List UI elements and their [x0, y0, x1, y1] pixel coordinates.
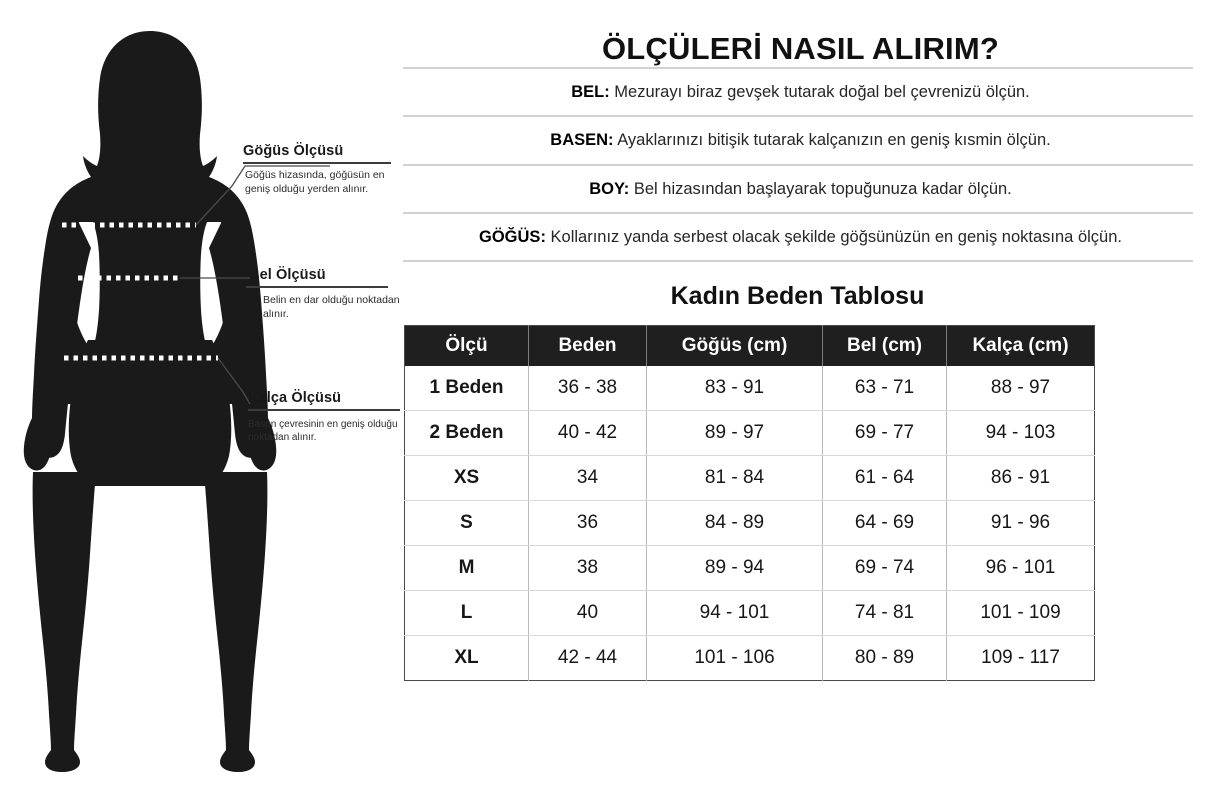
instruction-row: BASEN: Ayaklarınızı bitişik tutarak kalç… [403, 117, 1198, 163]
annotation-waist-rule [246, 286, 388, 288]
chest-leader-line [195, 165, 330, 226]
silhouette-final [23, 31, 277, 772]
table-row: XL 42 - 44 101 - 106 80 - 89 109 - 117 [404, 635, 1095, 681]
measurement-instructions: BEL: Mezurayı biraz gevşek tutarak doğal… [403, 67, 1198, 263]
annotation-chest-body: Göğüs hizasında, göğüsün en geniş olduğu… [245, 169, 385, 195]
table-row: XS 34 81 - 84 61 - 64 86 - 91 [404, 455, 1095, 502]
instruction-row: GÖĞÜS: Kollarınız yanda serbest olacak ş… [403, 214, 1198, 260]
table-column-header: Bel (cm) [822, 325, 947, 367]
table-cell: 89 - 97 [646, 410, 823, 457]
annotation-waist: Bel Ölçüsü Belin en dar olduğu noktadan … [246, 267, 400, 322]
table-cell: 84 - 89 [646, 500, 823, 547]
table-cell: 40 [528, 590, 647, 637]
table-cell: 101 - 109 [946, 590, 1095, 637]
table-cell: 69 - 74 [822, 545, 947, 592]
table-header-row: Ölçü Beden Göğüs (cm) Bel (cm) Kalça (cm) [404, 325, 1095, 367]
annotation-waist-body: Belin en dar olduğu noktadan alınır. [263, 294, 400, 320]
instruction-term: BASEN: [550, 131, 614, 150]
table-cell: 69 - 77 [822, 410, 947, 457]
instruction-row: BOY: Bel hizasından başlayarak topuğunuz… [403, 166, 1198, 212]
table-cell: 89 - 94 [646, 545, 823, 592]
table-cell: 86 - 91 [946, 455, 1095, 502]
table-cell: 36 [528, 500, 647, 547]
table-cell: 109 - 117 [981, 647, 1060, 669]
body-figure-panel [0, 0, 400, 791]
page-title: ÖLÇÜLERİ NASIL ALIRIM? [601, 31, 1000, 66]
table-head: Ölçü Beden Göğüs (cm) Bel (cm) Kalça (cm) [404, 325, 1095, 367]
table-cell: 64 - 69 [822, 500, 947, 547]
table-cell: 40 - 42 [528, 410, 647, 457]
instruction-divider [403, 67, 1193, 69]
instruction-divider [403, 163, 1193, 166]
table-title: Kadın Beden Tablosu [670, 282, 925, 311]
table-column-header: Kalça (cm) [946, 325, 1095, 367]
table-cell: XL [404, 635, 529, 681]
instruction-divider [403, 115, 1193, 118]
table-cell: 2 Beden [404, 410, 529, 457]
table-cell: 88 - 97 [946, 366, 1095, 412]
instruction-text: Bel hizasından başlayarak topuğunuza kad… [629, 179, 1012, 198]
annotation-chest: Göğüs Ölçüsü Göğüs hizasında, göğüsün en… [243, 143, 393, 197]
content-panel: ÖLÇÜLERİ NASIL ALIRIM? BEL: Mezurayı bir… [403, 0, 1198, 791]
annotation-hip-title: Kalça Ölçüsü [248, 390, 342, 406]
instruction-divider [403, 260, 1193, 263]
table-column-header: Göğüs (cm) [646, 325, 823, 367]
instruction-term: BEL: [571, 83, 610, 101]
instruction-text: Mezurayı biraz gevşek tutarak doğal bel … [609, 83, 1030, 101]
size-chart-table: Ölçü Beden Göğüs (cm) Bel (cm) Kalça (cm) 1 … [404, 325, 1095, 682]
annotation-hip: Kalça Ölçüsü Basen çevresinin en geniş o… [248, 390, 408, 444]
table-cell: 96 - 101 [946, 545, 1095, 592]
table-cell: 101 - 106 [646, 635, 823, 681]
table-column-header: Ölçü [404, 325, 529, 367]
instruction-divider [403, 211, 1193, 214]
annotation-waist-title: Bel Ölçüsü [249, 267, 326, 283]
hip-leader-line [217, 357, 251, 405]
annotation-hip-body: Basen çevresinin en geniş olduğu noktada… [248, 419, 398, 444]
table-row: S 36 84 - 89 64 - 69 91 - 96 [404, 500, 1095, 547]
table-row: L 40 94 - 101 74 - 81 101 - 109 [404, 590, 1095, 637]
table-cell: 74 - 81 [822, 590, 947, 637]
table-body: 1 Beden 36 - 38 83 - 91 63 - 71 88 - 97 2 Bed… [404, 366, 1095, 681]
table-row: 2 Beden 40 - 42 89 - 97 69 - 77 94 - 103 [404, 410, 1095, 457]
instruction-text: Kollarınız yanda serbest olacak şekilde … [545, 227, 1122, 246]
instruction-term: GÖĞÜS: [479, 227, 546, 246]
annotation-chest-title: Göğüs Ölçüsü [243, 143, 344, 159]
table-cell: 36 - 38 [528, 366, 647, 412]
instruction-text: Ayaklarınızı bitişik tutarak kalçanızın … [613, 131, 1051, 150]
annotation-chest-rule [243, 162, 391, 164]
table-cell: M [404, 545, 529, 592]
table-cell: 61 - 64 [822, 455, 947, 502]
table-cell: 63 - 71 [822, 366, 947, 412]
table-row: M 38 89 - 94 69 - 74 96 - 101 [404, 545, 1095, 592]
table-row: 1 Beden 36 - 38 83 - 91 63 - 71 88 - 97 [404, 366, 1095, 412]
table-cell: 83 - 91 [646, 366, 823, 412]
table-cell: L [404, 590, 529, 637]
table-cell: 80 - 89 [822, 635, 947, 681]
table-cell: S [404, 500, 529, 547]
table-cell: 81 - 84 [646, 455, 823, 502]
table-cell: 94 - 103 [946, 410, 1095, 457]
table-cell: XS [404, 455, 529, 502]
instruction-row: BEL: Mezurayı biraz gevşek tutarak doğal… [403, 69, 1198, 115]
instruction-term: BOY: [589, 179, 630, 198]
annotation-hip-rule [248, 409, 400, 411]
table-cell: 91 - 96 [946, 500, 1095, 547]
table-cell: 94 - 101 [646, 590, 823, 637]
table-cell: 1 Beden [404, 366, 529, 412]
table-column-header: Beden [528, 325, 647, 367]
table-cell: 34 [528, 455, 647, 502]
table-cell: 38 [528, 545, 647, 592]
silhouette-overlay [0, 0, 400, 791]
table-cell: 42 - 44 [528, 635, 647, 681]
